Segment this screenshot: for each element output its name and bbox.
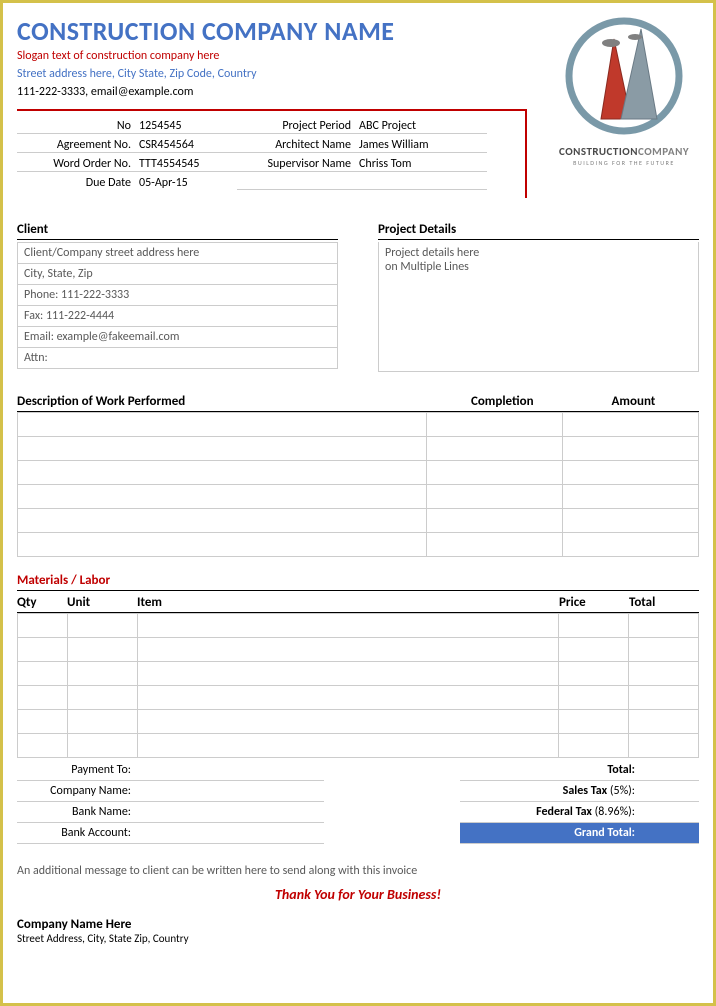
meta-period-value: ABC Project [357, 119, 487, 134]
client-row: Email: example@fakeemail.com [18, 327, 338, 348]
meta-word-order-label: Word Order No. [17, 157, 137, 172]
fed-tax-label: Federal Tax [536, 805, 592, 819]
mat-h-qty: Qty [17, 595, 67, 610]
mat-h-item: Item [137, 595, 559, 610]
project-title: Project Details [378, 222, 699, 240]
table-row [18, 461, 699, 485]
meta-box: No 1254545 Project Period ABC Project Ag… [17, 109, 527, 198]
client-title: Client [17, 222, 338, 240]
sales-tax-label: Sales Tax [563, 784, 607, 798]
totals-row: Payment To: Company Name: Bank Name: Ban… [17, 760, 699, 844]
logo-text-2: BUILDING FOR THE FUTURE [549, 159, 699, 167]
work-section: Description of Work Performed Completion… [17, 394, 699, 557]
footer-address: Street Address, City, State Zip, Country [17, 932, 699, 945]
payment-account-label: Bank Account: [17, 826, 137, 840]
table-row [18, 686, 699, 710]
meta-no-label: No [17, 119, 137, 134]
meta-agreement-value: CSR454564 [137, 138, 237, 153]
payment-company-label: Company Name: [17, 784, 137, 798]
client-row: Attn: [18, 348, 338, 369]
client-row: City, State, Zip [18, 264, 338, 285]
table-row [18, 710, 699, 734]
sales-tax-pct: (5%): [610, 784, 635, 798]
invoice-page: CONSTRUCTION COMPANY NAME Slogan text of… [0, 0, 716, 1006]
footer: Company Name Here Street Address, City, … [17, 913, 699, 945]
client-row: Client/Company street address here [18, 243, 338, 264]
meta-due-value: 05-Apr-15 [137, 176, 237, 190]
table-row [18, 485, 699, 509]
payment-to-label: Payment To: [17, 763, 137, 777]
company-logo: CONSTRUCTIONCOMPANY BUILDING FOR THE FUT… [549, 11, 699, 167]
meta-no-value: 1254545 [137, 119, 237, 134]
client-project-row: Client Client/Company street address her… [17, 222, 699, 372]
meta-period-label: Project Period [237, 119, 357, 134]
payment-bank-label: Bank Name: [17, 805, 137, 819]
grand-total-label: Grand Total: [460, 826, 639, 840]
work-header-completion: Completion [437, 394, 568, 409]
logo-text-1: CONSTRUCTIONCOMPANY [549, 145, 699, 158]
table-row [18, 638, 699, 662]
header: CONSTRUCTION COMPANY NAME Slogan text of… [17, 15, 699, 99]
mat-h-price: Price [559, 595, 629, 610]
project-section: Project Details Project details here on … [378, 222, 699, 372]
meta-due-label: Due Date [17, 176, 137, 190]
materials-header: Qty Unit Item Price Total [17, 595, 699, 613]
table-row [18, 533, 699, 557]
meta-architect-value: James William [357, 138, 487, 153]
thank-you: Thank You for Your Business! [17, 886, 699, 903]
fed-tax-pct: (8.96%): [595, 805, 635, 819]
meta-word-order-value: TTT4554545 [137, 157, 237, 172]
work-table [17, 412, 699, 557]
work-header-amount: Amount [568, 394, 699, 409]
payment-section: Payment To: Company Name: Bank Name: Ban… [17, 760, 324, 844]
table-row [18, 662, 699, 686]
additional-message: An additional message to client can be w… [17, 864, 699, 878]
total-label: Total: [607, 763, 635, 777]
mat-h-total: Total [629, 595, 699, 610]
client-table: Client/Company street address here City,… [17, 242, 338, 369]
table-row [18, 413, 699, 437]
project-text: Project details here on Multiple Lines [378, 242, 699, 372]
table-row [18, 509, 699, 533]
totals-section: Total: Sales Tax (5%): Federal Tax (8.96… [460, 760, 699, 844]
meta-supervisor-label: Supervisor Name [237, 157, 357, 172]
materials-table [17, 613, 699, 758]
table-row [18, 437, 699, 461]
materials-title: Materials / Labor [17, 573, 699, 591]
table-row [18, 614, 699, 638]
mat-h-unit: Unit [67, 595, 137, 610]
client-row: Phone: 111-222-3333 [18, 285, 338, 306]
footer-company-name: Company Name Here [17, 917, 699, 932]
work-header-desc: Description of Work Performed [17, 394, 437, 409]
client-section: Client Client/Company street address her… [17, 222, 338, 372]
table-row [18, 734, 699, 758]
meta-supervisor-value: Chriss Tom [357, 157, 487, 172]
meta-architect-label: Architect Name [237, 138, 357, 153]
client-row: Fax: 111-222-4444 [18, 306, 338, 327]
logo-icon [559, 11, 689, 141]
meta-agreement-label: Agreement No. [17, 138, 137, 153]
